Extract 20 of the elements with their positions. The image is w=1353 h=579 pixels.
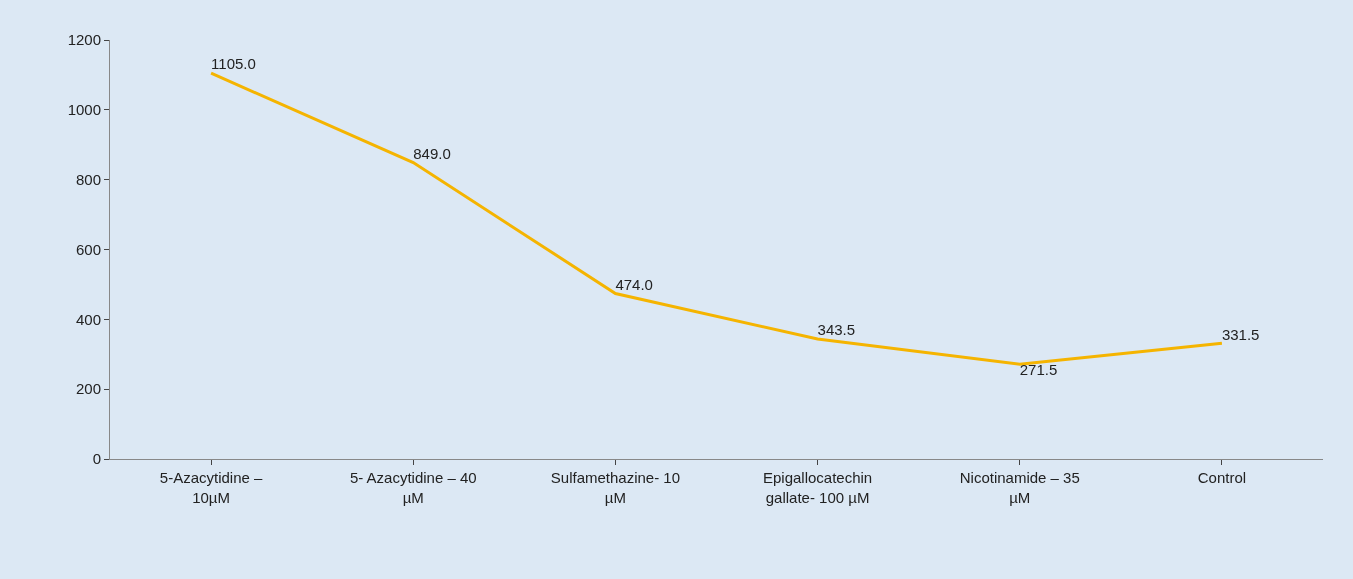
x-tick-label: Sulfamethazine- 10 µM	[550, 469, 681, 506]
data-label: 271.5	[1019, 361, 1058, 379]
y-tick-label: 1000	[67, 101, 101, 119]
y-tick-label: 200	[75, 380, 101, 398]
data-label: 849.0	[413, 144, 451, 162]
x-tick-label: 5- Azacytidine – 40 µM	[349, 469, 477, 506]
y-tick-label: 800	[75, 170, 101, 188]
y-tick-label: 1200	[67, 31, 101, 49]
data-label: 474.0	[615, 275, 653, 293]
data-label: 343.5	[817, 321, 856, 339]
data-label: 1105.0	[211, 55, 256, 73]
y-tick-label: 600	[75, 240, 101, 258]
x-tick-label: 5-Azacytidine – 10µM	[159, 469, 264, 506]
x-tick-label: Control	[1197, 469, 1247, 486]
data-label: 331.5	[1221, 325, 1260, 343]
x-tick-label: Nicotinamide – 35 µM	[959, 469, 1080, 506]
x-tick-label: Epigallocatechin gallate- 100 µM	[762, 469, 873, 506]
y-tick-label: 400	[75, 310, 101, 328]
line-series	[209, 71, 1224, 366]
y-tick-label: 0	[92, 450, 101, 468]
